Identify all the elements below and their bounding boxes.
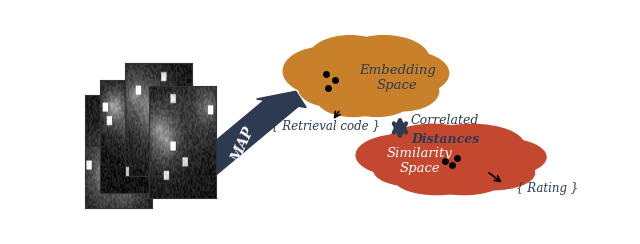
- Polygon shape: [155, 91, 306, 198]
- Ellipse shape: [424, 164, 504, 195]
- Text: Embedding
Space: Embedding Space: [359, 64, 436, 92]
- Ellipse shape: [299, 70, 365, 107]
- Ellipse shape: [308, 36, 392, 81]
- Ellipse shape: [338, 36, 429, 83]
- Ellipse shape: [374, 154, 451, 186]
- Text: Similarity
Space: Similarity Space: [387, 147, 452, 175]
- Text: MAP: MAP: [230, 125, 258, 164]
- Ellipse shape: [368, 52, 449, 95]
- Ellipse shape: [380, 140, 510, 189]
- Ellipse shape: [303, 54, 417, 110]
- Text: { Retrieval code }: { Retrieval code }: [271, 120, 380, 132]
- Text: { Rating }: { Rating }: [516, 182, 579, 194]
- Ellipse shape: [395, 163, 479, 195]
- Text: Distances: Distances: [411, 133, 479, 146]
- Ellipse shape: [450, 156, 534, 190]
- Ellipse shape: [365, 72, 438, 111]
- Ellipse shape: [454, 138, 546, 176]
- Ellipse shape: [356, 134, 449, 176]
- Ellipse shape: [342, 82, 412, 116]
- Ellipse shape: [385, 124, 481, 163]
- Ellipse shape: [419, 124, 524, 166]
- Ellipse shape: [317, 80, 390, 116]
- Text: Correlated: Correlated: [411, 114, 479, 127]
- Ellipse shape: [284, 47, 364, 95]
